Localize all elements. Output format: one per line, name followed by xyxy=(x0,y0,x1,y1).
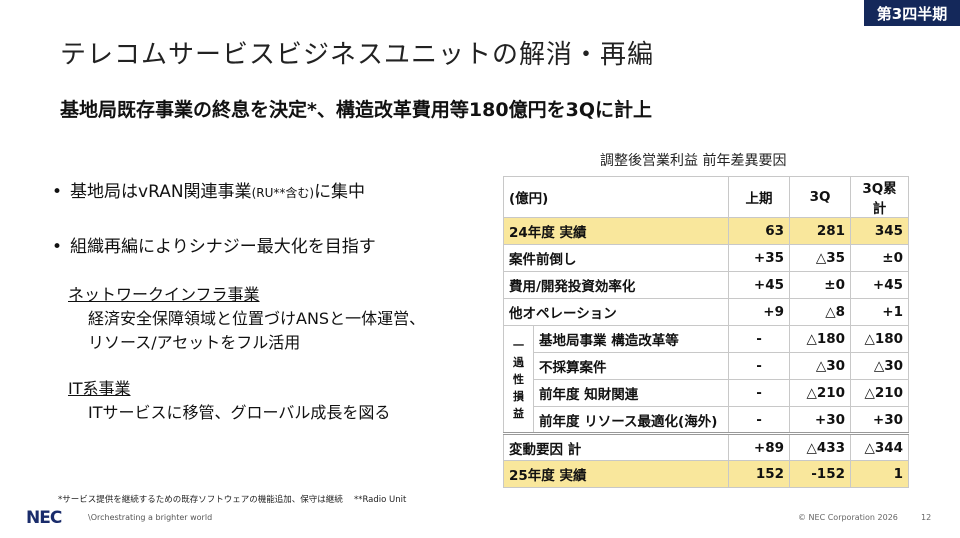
table-row: 前年度 リソース最適化(海外) - +30 +30 xyxy=(504,406,909,434)
section-heading: ネットワークインフラ事業 xyxy=(68,285,260,304)
result-row: 25年度 実績 152 -152 1 xyxy=(503,460,909,488)
cell: - xyxy=(728,406,790,434)
row-label: 他オペレーション xyxy=(503,298,729,326)
cell: 281 xyxy=(789,217,851,245)
cell: -152 xyxy=(789,460,851,488)
bullet-text: 基地局はvRAN関連事業 xyxy=(70,182,252,202)
cell: △30 xyxy=(789,352,851,380)
section-heading: IT系事業 xyxy=(68,379,131,398)
cell: 63 xyxy=(728,217,790,245)
cell: △35 xyxy=(789,244,851,272)
profit-variance-table: (億円) 上期 3Q 3Q累計 24年度 実績 63 281 345 案件前倒し +35… xyxy=(503,176,909,488)
section-network: ネットワークインフラ事業 経済安全保障領域と位置づけANSと一体運営、 リソース… xyxy=(68,283,425,355)
tagline: \Orchestrating a brighter world xyxy=(88,513,213,522)
cell: △180 xyxy=(789,325,851,353)
section-line: ITサービスに移管、グローバル成長を図る xyxy=(88,403,391,422)
bullet-item: • 基地局はvRAN関連事業(RU**含む)に集中 xyxy=(52,182,366,202)
cell: - xyxy=(728,352,790,380)
quarter-badge: 第3四半期 xyxy=(864,0,960,26)
cell: 152 xyxy=(728,460,790,488)
cell: - xyxy=(728,325,790,353)
section-line: リソース/アセットをフル活用 xyxy=(88,333,301,352)
cell: 1 xyxy=(850,460,909,488)
row-label: 25年度 実績 xyxy=(503,460,729,488)
footnote: *サービス提供を継続するための既存ソフトウェアの機能追加、保守は継続 **Rad… xyxy=(58,495,407,505)
section-line: 経済安全保障領域と位置づけANSと一体運営、 xyxy=(88,309,426,328)
total-row: 変動要因 計 +89 △433 △344 xyxy=(503,432,909,461)
table-row: 24年度 実績 63 281 345 xyxy=(503,217,909,245)
header-cell: 上期 xyxy=(728,176,790,218)
header-cell: 3Q累計 xyxy=(850,176,909,218)
table-row: 費用/開発投資効率化 +45 ±0 +45 xyxy=(503,271,909,299)
cell: +89 xyxy=(728,432,790,461)
bullet-tail: に集中 xyxy=(314,182,366,202)
cell: ±0 xyxy=(850,244,909,272)
cell: ±0 xyxy=(789,271,851,299)
bullet-small: (RU**含む) xyxy=(251,186,315,200)
bullet-item: • 組織再編によりシナジー最大化を目指す xyxy=(52,237,376,257)
cell: △210 xyxy=(789,379,851,407)
page-title: テレコムサービスビジネスユニットの解消・再編 xyxy=(60,40,655,70)
row-label: 不採算案件 xyxy=(533,352,729,380)
header-cell: (億円) xyxy=(503,176,729,218)
cell: △30 xyxy=(850,352,909,380)
cell: +30 xyxy=(789,406,851,434)
row-label: 変動要因 計 xyxy=(503,432,729,461)
cell: +45 xyxy=(850,271,909,299)
cell: +9 xyxy=(728,298,790,326)
table-row: 前年度 知財関連 - △210 △210 xyxy=(504,379,909,407)
cell: △433 xyxy=(789,432,851,461)
row-label: 前年度 知財関連 xyxy=(533,379,729,407)
page-subtitle: 基地局既存事業の終息を決定*、構造改革費用等180億円を3Qに計上 xyxy=(60,99,652,121)
nec-logo: NEC xyxy=(26,508,62,528)
table-caption: 調整後営業利益 前年差異要因 xyxy=(600,153,787,169)
cell: △344 xyxy=(850,432,909,461)
cell: △210 xyxy=(850,379,909,407)
copyright: © NEC Corporation 2026 xyxy=(798,513,898,522)
table-header: (億円) 上期 3Q 3Q累計 xyxy=(503,176,909,218)
cell: - xyxy=(728,379,790,407)
table-row: 案件前倒し +35 △35 ±0 xyxy=(503,244,909,272)
row-label: 基地局事業 構造改革等 xyxy=(533,325,729,353)
bullet-list: • 基地局はvRAN関連事業(RU**含む)に集中 • 組織再編によりシナジー最大化… xyxy=(52,180,425,425)
cell: +30 xyxy=(850,406,909,434)
table-row: 他オペレーション +9 △8 +1 xyxy=(503,298,909,326)
cell: +45 xyxy=(728,271,790,299)
page-number: 12 xyxy=(921,513,932,522)
cell: +35 xyxy=(728,244,790,272)
cell: 345 xyxy=(850,217,909,245)
cell: △180 xyxy=(850,325,909,353)
row-label: 24年度 実績 xyxy=(503,217,729,245)
table-row: 不採算案件 - △30 △30 xyxy=(504,352,909,380)
row-label: 案件前倒し xyxy=(503,244,729,272)
section-it: IT系事業 ITサービスに移管、グローバル成長を図る xyxy=(68,377,425,425)
one-time-group-label: 一過性損益 xyxy=(503,325,534,434)
header-cell: 3Q xyxy=(789,176,851,218)
cell: +1 xyxy=(850,298,909,326)
row-label: 前年度 リソース最適化(海外) xyxy=(533,406,729,434)
table-row: 一過性損益 基地局事業 構造改革等 - △180 △180 xyxy=(503,325,909,434)
bullet-text: 組織再編によりシナジー最大化を目指す xyxy=(70,237,376,257)
cell: △8 xyxy=(789,298,851,326)
row-label: 費用/開発投資効率化 xyxy=(503,271,729,299)
